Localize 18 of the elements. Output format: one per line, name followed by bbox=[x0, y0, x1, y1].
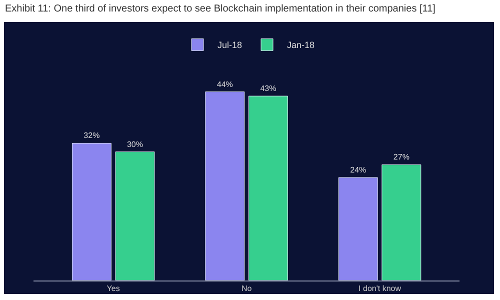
data-label: 30% bbox=[126, 140, 143, 149]
data-label: 43% bbox=[260, 84, 276, 94]
legend-label: Jan-18 bbox=[287, 40, 315, 50]
data-label: 44% bbox=[216, 80, 233, 89]
x-tick-label: I don't know bbox=[358, 284, 402, 293]
bar bbox=[115, 152, 155, 280]
bar bbox=[205, 92, 245, 280]
x-tick-label: No bbox=[241, 284, 252, 293]
chart-title: Exhibit 11: One third of investors expect to see Blockchain implementation in their companies [11] bbox=[5, 4, 436, 14]
bar bbox=[382, 164, 422, 280]
data-label: 24% bbox=[350, 166, 366, 175]
legend-label: Jul-18 bbox=[218, 40, 242, 50]
bar bbox=[338, 177, 378, 280]
x-tick-label: Yes bbox=[106, 284, 120, 293]
data-label: 27% bbox=[393, 152, 410, 162]
bar bbox=[248, 96, 288, 280]
data-label: 32% bbox=[84, 131, 100, 140]
bar bbox=[72, 142, 112, 280]
